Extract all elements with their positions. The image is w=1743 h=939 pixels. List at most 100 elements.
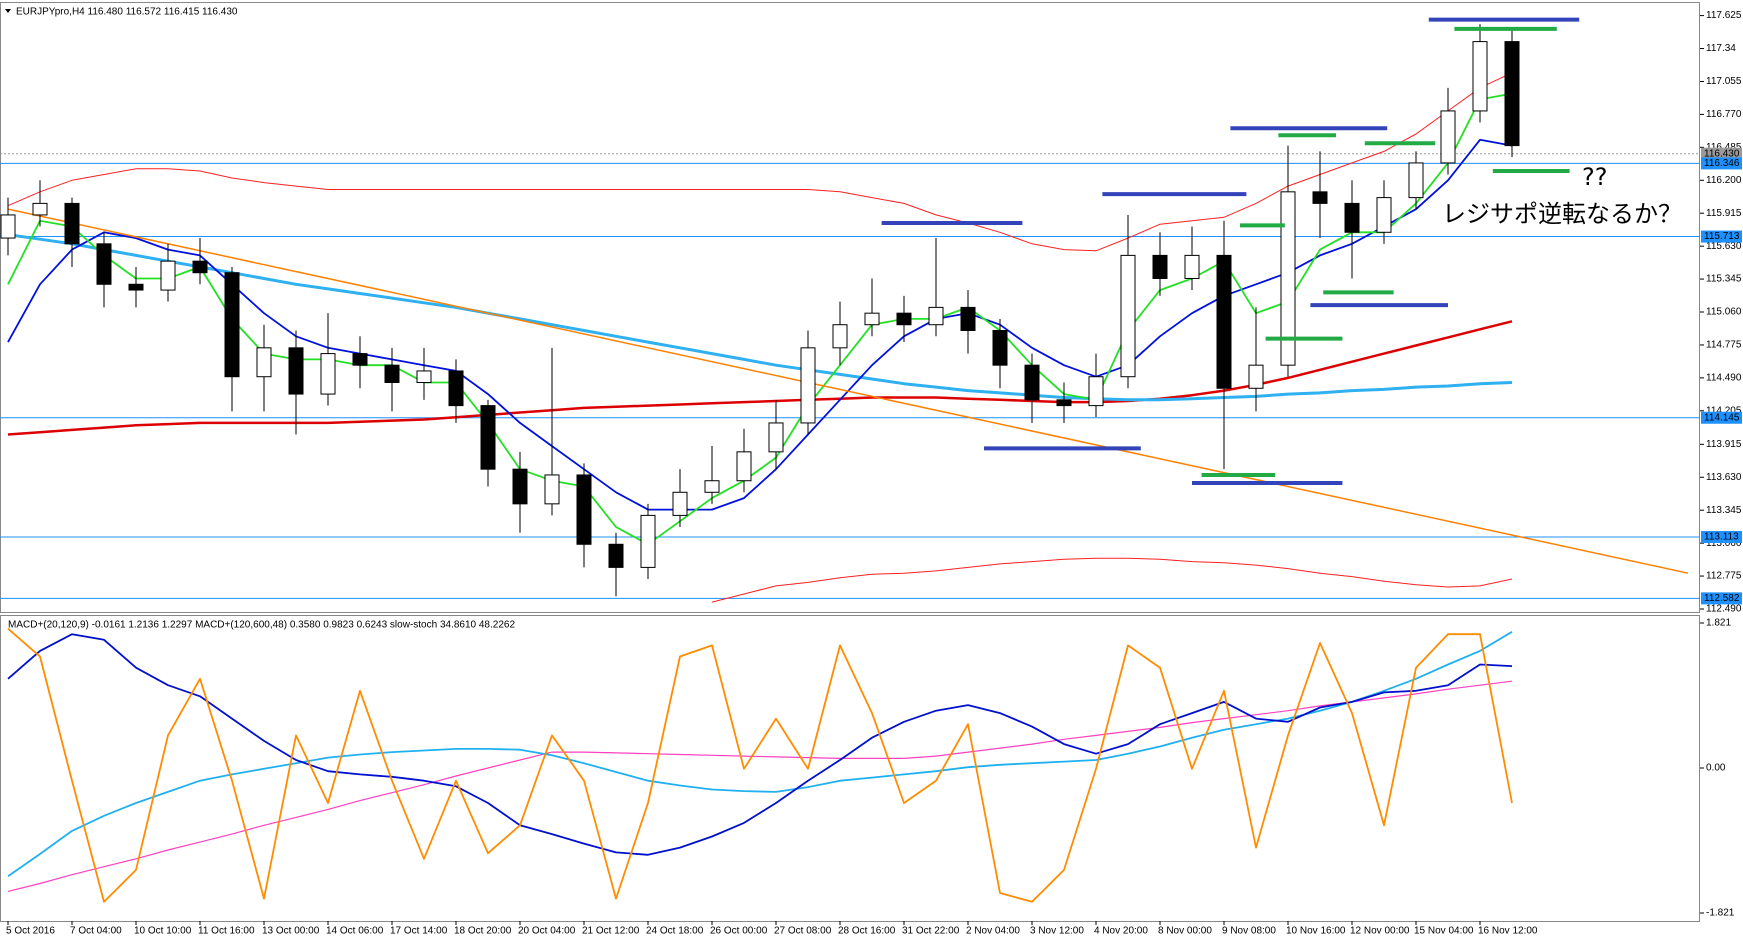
y-tick-label: 114.775 bbox=[1706, 340, 1742, 351]
candle-body bbox=[352, 353, 368, 366]
price-label: 115.713 bbox=[1704, 231, 1740, 242]
y-tick-label: -1.821 bbox=[1706, 908, 1735, 919]
price-label-box bbox=[1701, 411, 1742, 424]
candle-body bbox=[416, 370, 432, 384]
candle-body bbox=[544, 474, 560, 505]
candle-body bbox=[512, 468, 528, 505]
annotation: ?? bbox=[1582, 163, 1607, 191]
candle-body bbox=[64, 202, 80, 245]
price-panel bbox=[0, 2, 1700, 613]
price-header: EURJPYpro,H4 116.480 116.572 116.415 116… bbox=[16, 7, 238, 18]
x-tick-label: 10 Nov 16:00 bbox=[1286, 926, 1346, 937]
x-tick-label: 7 Oct 04:00 bbox=[70, 926, 122, 937]
candle-body bbox=[800, 347, 816, 424]
candle-body bbox=[896, 312, 912, 326]
candle-body bbox=[1024, 364, 1040, 401]
candle-body bbox=[736, 451, 752, 482]
x-tick-label: 20 Oct 04:00 bbox=[518, 926, 576, 937]
candle-body bbox=[320, 353, 336, 395]
price-label: 113.113 bbox=[1704, 532, 1739, 543]
y-tick-label: 113.630 bbox=[1706, 472, 1742, 483]
indicator-line bbox=[7, 233, 1513, 402]
x-tick-label: 16 Nov 12:00 bbox=[1478, 926, 1538, 937]
x-tick-label: 3 Nov 12:00 bbox=[1030, 926, 1084, 937]
x-tick-label: 9 Nov 08:00 bbox=[1222, 926, 1276, 937]
y-tick-label: 117.625 bbox=[1706, 10, 1742, 21]
annotation: レジサポ逆転なるか？ bbox=[1442, 200, 1682, 228]
menu-arrow[interactable] bbox=[5, 9, 11, 13]
candle-body bbox=[1184, 254, 1200, 279]
candle-body bbox=[1152, 254, 1168, 279]
indicator-plot bbox=[7, 628, 1513, 903]
candle-body bbox=[1440, 110, 1456, 164]
price-label: 116.346 bbox=[1704, 158, 1740, 169]
price-label-box bbox=[1701, 157, 1742, 170]
y-tick-label: 113.915 bbox=[1706, 439, 1742, 450]
candle-body bbox=[480, 405, 496, 470]
candle-body bbox=[928, 306, 944, 326]
axes: 117.625 117.34 117.055 116.770 116.485 116.20… bbox=[6, 10, 1742, 937]
candle-body bbox=[1312, 191, 1328, 204]
indicator-line bbox=[7, 631, 1513, 878]
x-tick-label: 21 Oct 12:00 bbox=[582, 926, 640, 937]
candle-body bbox=[384, 364, 400, 384]
candle-body bbox=[128, 283, 144, 291]
y-tick-label: 113.345 bbox=[1706, 505, 1742, 516]
x-tick-label: 12 Nov 00:00 bbox=[1350, 926, 1410, 937]
candle-body bbox=[0, 214, 16, 239]
candle-body bbox=[32, 202, 48, 216]
indicator-line bbox=[711, 557, 1513, 603]
x-tick-label: 24 Oct 18:00 bbox=[646, 926, 704, 937]
x-tick-label: 31 Oct 22:00 bbox=[902, 926, 960, 937]
x-tick-label: 28 Oct 16:00 bbox=[838, 926, 896, 937]
candle-body bbox=[1472, 41, 1488, 112]
x-tick-label: 2 Nov 04:00 bbox=[966, 926, 1020, 937]
y-tick-label: 116.485 bbox=[1706, 142, 1742, 153]
candle-body bbox=[1344, 202, 1360, 233]
price-label-box bbox=[1701, 147, 1742, 160]
y-tick-label: 112.775 bbox=[1706, 571, 1742, 582]
candle-body bbox=[192, 260, 208, 274]
y-tick-label: 1.821 bbox=[1706, 618, 1731, 629]
candle-body bbox=[1376, 197, 1392, 233]
price-label: 116.430 bbox=[1704, 148, 1740, 159]
indicator-line bbox=[7, 628, 1513, 903]
x-tick-label: 4 Nov 20:00 bbox=[1094, 926, 1148, 937]
candle-body bbox=[1248, 364, 1264, 389]
candle-body bbox=[160, 260, 176, 291]
candle-body bbox=[640, 514, 656, 568]
y-tick-label: 117.34 bbox=[1706, 43, 1736, 54]
y-tick-label: 115.915 bbox=[1706, 208, 1742, 219]
candle-body bbox=[1408, 162, 1424, 199]
indicator-line bbox=[7, 72, 1513, 252]
x-tick-label: 15 Nov 04:00 bbox=[1414, 926, 1474, 937]
candle-body bbox=[704, 480, 720, 493]
y-tick-label: 117.055 bbox=[1706, 76, 1742, 87]
x-tick-label: 13 Oct 00:00 bbox=[262, 926, 320, 937]
candle-body bbox=[1088, 376, 1104, 407]
x-tick-label: 10 Oct 10:00 bbox=[134, 926, 192, 937]
x-tick-label: 17 Oct 14:00 bbox=[390, 926, 448, 937]
price-label: 114.145 bbox=[1704, 412, 1740, 423]
price-label: 112.582 bbox=[1704, 593, 1740, 604]
price-label-box bbox=[1701, 592, 1742, 605]
candle-body bbox=[1120, 254, 1136, 378]
candle-body bbox=[768, 422, 784, 453]
y-tick-label: 114.205 bbox=[1706, 405, 1742, 416]
candle-body bbox=[1504, 41, 1520, 147]
candle-body bbox=[1280, 191, 1296, 366]
candle-body bbox=[224, 272, 240, 378]
price-label-box bbox=[1701, 531, 1742, 544]
y-tick-label: 0.00 bbox=[1706, 763, 1726, 774]
candle-body bbox=[288, 347, 304, 395]
x-tick-label: 5 Oct 2016 bbox=[6, 926, 55, 937]
price-label-box bbox=[1701, 230, 1742, 243]
trendline bbox=[7, 208, 1689, 574]
indicator-line bbox=[7, 633, 1513, 856]
indicator-panel bbox=[0, 615, 1700, 922]
indicator-header: MACD+(20,120,9) -0.0161 1.2136 1.2297 MA… bbox=[8, 620, 515, 631]
price-plot bbox=[0, 17, 1700, 603]
x-tick-label: 18 Oct 20:00 bbox=[454, 926, 512, 937]
